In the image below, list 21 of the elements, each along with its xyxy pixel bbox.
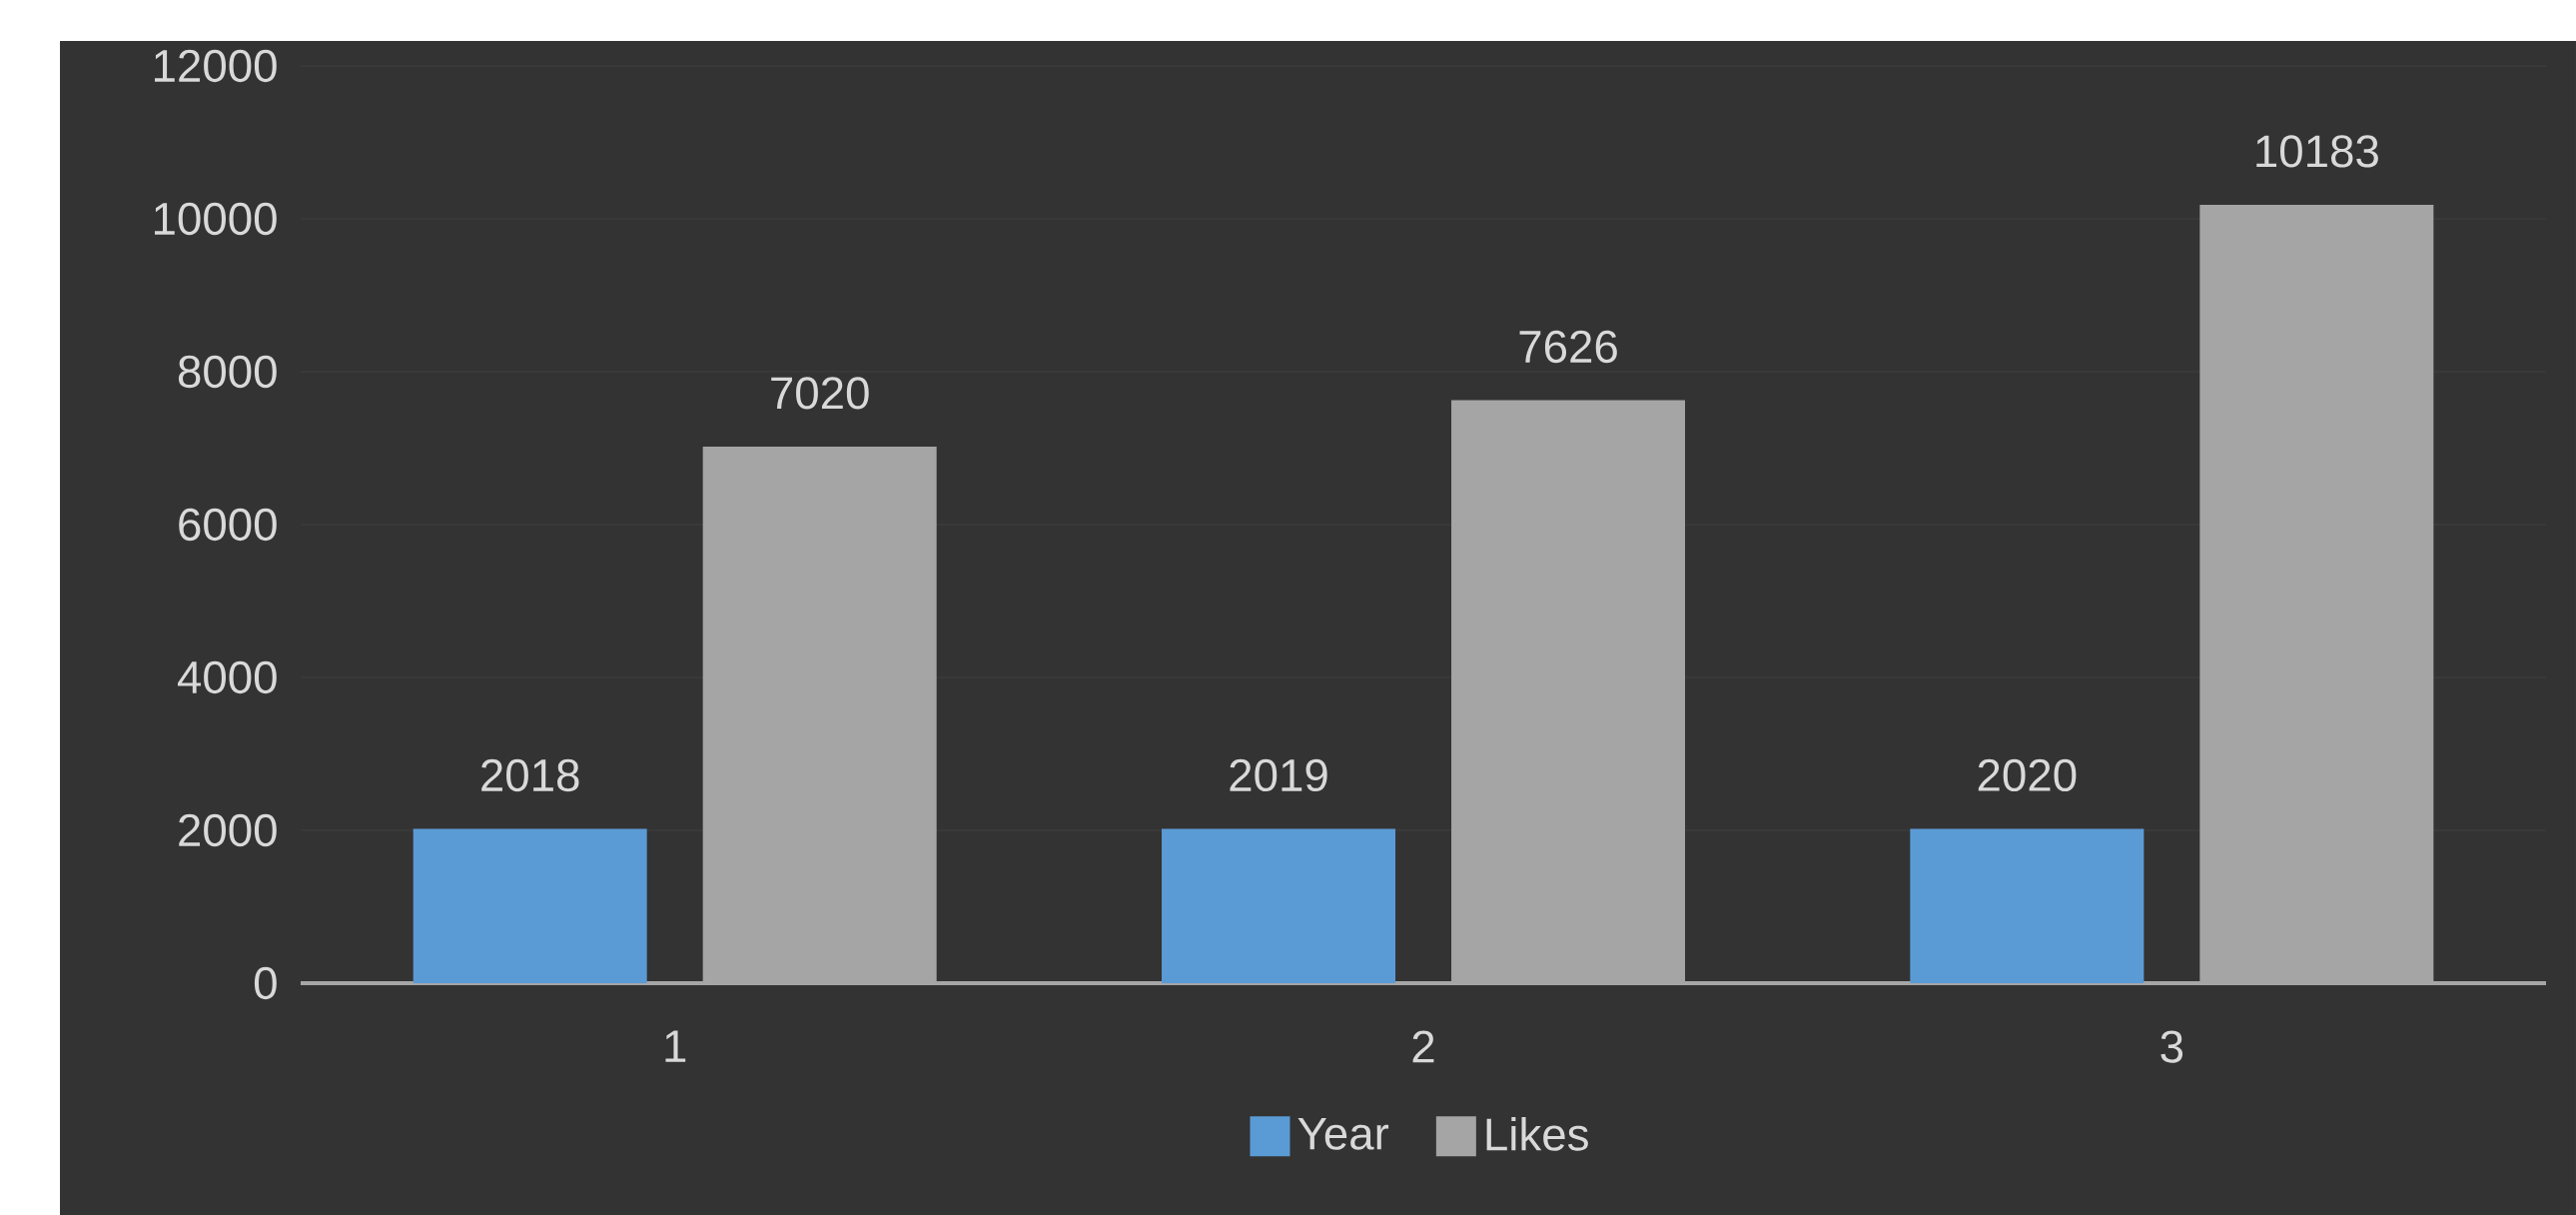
data-label: 2019 (1230, 758, 1327, 792)
x-tick-label: 1 (665, 1030, 686, 1062)
data-label: 7626 (1519, 330, 1617, 364)
legend-label: Year (1297, 1117, 1389, 1150)
y-tick-label: 10000 (155, 202, 277, 236)
data-label: 2018 (481, 758, 579, 792)
y-tick-label: 4000 (178, 660, 277, 694)
bar (1910, 828, 2145, 983)
x-tick-label: 3 (2160, 1030, 2183, 1063)
bar (1162, 828, 1396, 983)
legend-label: Likes (1486, 1117, 1588, 1151)
bar (413, 828, 647, 983)
data-label: 2020 (1978, 758, 2077, 792)
data-label: 7020 (771, 377, 869, 410)
data-label: 10183 (2256, 135, 2378, 168)
y-tick-label: 2000 (179, 813, 277, 847)
y-tick-label: 6000 (179, 508, 277, 542)
y-tick-label: 0 (254, 966, 277, 1000)
y-tick-label: 8000 (178, 355, 277, 389)
x-tick-label: 2 (1412, 1030, 1434, 1063)
y-tick-label: 12000 (155, 49, 277, 83)
